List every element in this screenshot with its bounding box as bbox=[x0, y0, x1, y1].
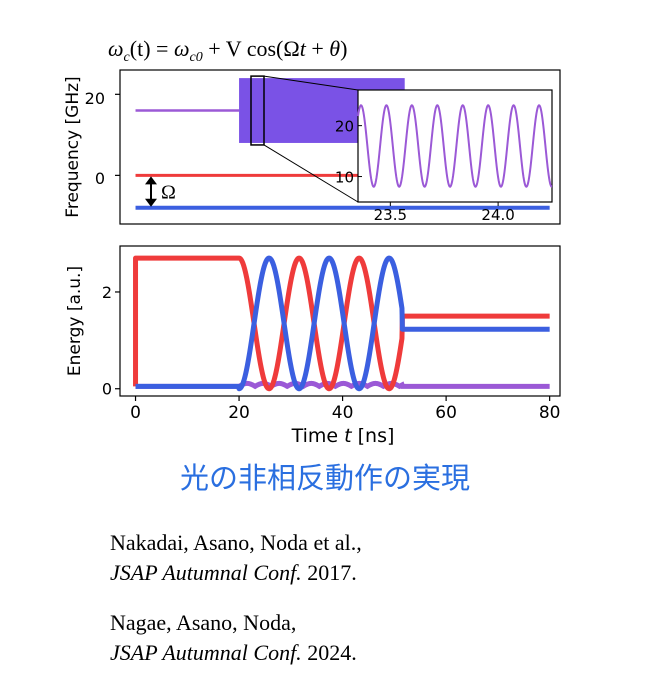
energy-xtick-20: 20 bbox=[228, 403, 250, 423]
formula-t2: t bbox=[300, 36, 307, 61]
formula-cos: cos(Ω bbox=[241, 36, 300, 61]
reference-2-authors: Nagae, Asano, Noda, bbox=[110, 610, 297, 635]
energy-frame bbox=[119, 245, 561, 397]
reference-1-venue-line: JSAP Autumnal Conf. 2017. bbox=[110, 558, 362, 588]
inset-xtick-24-0: 24.0 bbox=[481, 206, 514, 224]
reference-1-venue: JSAP Autumnal Conf. bbox=[110, 560, 302, 585]
zoom-rectangle bbox=[250, 75, 265, 146]
frequency-ytick-20: 20 bbox=[85, 89, 105, 108]
formula-sub-c0: c0 bbox=[189, 50, 202, 65]
formula-sub-c: c bbox=[124, 50, 131, 65]
zoom-connector-top bbox=[263, 75, 359, 91]
formula-close: ) bbox=[340, 36, 347, 61]
reference-2: Nagae, Asano, Noda, JSAP Autumnal Conf. … bbox=[110, 608, 357, 668]
inset-ytick-10: 10 bbox=[335, 169, 354, 187]
frequency-ylabel: Frequency [GHz] bbox=[63, 76, 83, 217]
reference-1: Nakadai, Asano, Noda et al., JSAP Autumn… bbox=[110, 528, 362, 588]
energy-xlabel-var: t bbox=[344, 425, 353, 447]
energy-xtick-40: 40 bbox=[332, 403, 354, 423]
inset-ytick-20: 20 bbox=[335, 118, 354, 136]
omega-arrow-head-up bbox=[145, 176, 157, 185]
reference-2-year: 2024. bbox=[301, 640, 357, 665]
formula-plus: + bbox=[306, 36, 329, 61]
energy-xlabel-unit: [ns] bbox=[352, 425, 395, 447]
reference-1-authors: Nakadai, Asano, Noda et al., bbox=[110, 530, 362, 555]
formula-t: (t) = bbox=[130, 36, 174, 61]
energy-xtick-80: 80 bbox=[539, 403, 561, 423]
energy-panel: 020 20 40 60 80 Energy [a.u.] Time t [ns] bbox=[65, 245, 561, 447]
energy-series-red bbox=[133, 255, 552, 392]
inset-series-purple bbox=[357, 104, 553, 188]
reference-2-venue: JSAP Autumnal Conf. bbox=[110, 640, 302, 665]
energy-ytick-2: 2 bbox=[102, 283, 112, 302]
formula-plus-v: + V bbox=[203, 36, 242, 61]
energy-ytick-0: 0 bbox=[102, 380, 112, 399]
inset-xtick-23-5: 23.5 bbox=[374, 206, 407, 224]
frequency-panel: Ω 10 20 23.5 24.0 Frequency [GHz] 20 0 bbox=[63, 69, 561, 225]
reference-1-year: 2017. bbox=[301, 560, 357, 585]
omega-label: Ω bbox=[161, 182, 176, 204]
energy-ylabel: Energy [a.u.] bbox=[65, 266, 85, 376]
formula-omega: ω bbox=[108, 36, 124, 61]
formula-omega2: ω bbox=[174, 36, 190, 61]
zoom-connector-bottom bbox=[263, 144, 359, 203]
reference-2-venue-line: JSAP Autumnal Conf. 2024. bbox=[110, 638, 357, 668]
formula-theta: θ bbox=[329, 36, 340, 61]
energy-xtick-60: 60 bbox=[435, 403, 457, 423]
energy-series-blue bbox=[133, 255, 552, 392]
energy-xlabel-prefix: Time bbox=[291, 425, 345, 447]
energy-xtick-0: 0 bbox=[130, 403, 141, 423]
omega-arrow-head-down bbox=[145, 198, 157, 207]
frequency-ytick-0: 0 bbox=[95, 169, 105, 188]
formula: ωc(t) = ωc0 + V cos(Ωt + θ) bbox=[108, 36, 347, 65]
energy-xlabel: Time t [ns] bbox=[291, 425, 395, 447]
caption: 光の非相反動作の実現 bbox=[179, 461, 470, 495]
